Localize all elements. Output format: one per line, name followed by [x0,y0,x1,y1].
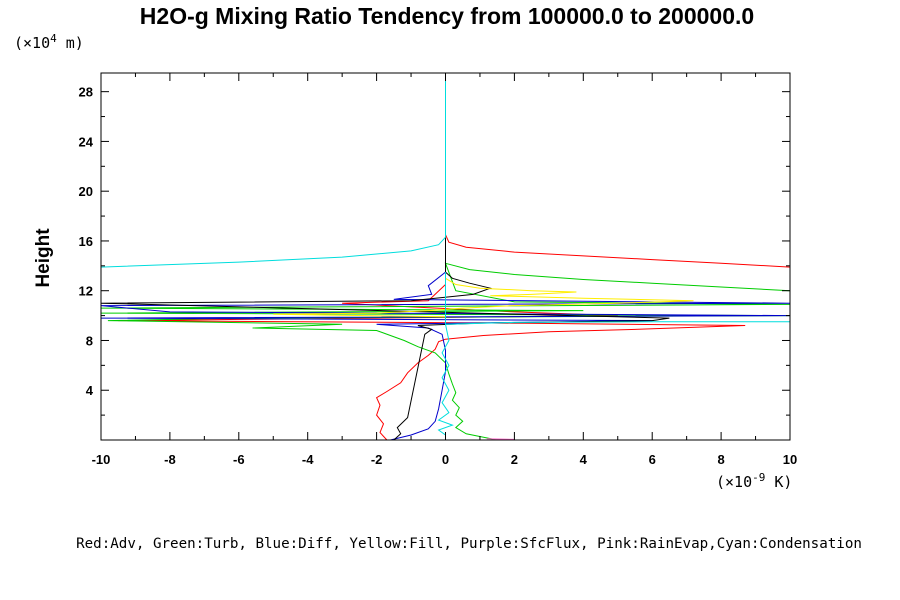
x-tick-label: 6 [649,452,656,467]
y-tick-label: 8 [86,333,93,348]
y-axis-unit: (×104 m) [14,32,84,52]
series-line-8 [445,272,790,325]
chart-title: H2O-g Mixing Ratio Tendency from 100000.… [140,3,754,29]
x-tick-label: 8 [717,452,724,467]
x-tick-label: -2 [371,452,383,467]
plot-frame [100,72,791,441]
y-axis-label: Height [33,228,54,288]
series-line-9 [437,324,454,440]
y-tick-label: 16 [79,234,93,249]
series-layer [100,73,791,441]
series-line-1 [118,234,791,441]
x-tick-label: -8 [164,452,176,467]
x-tick-label: 10 [783,452,797,467]
y-tick-label: 12 [79,284,93,299]
x-tick-label: 0 [442,452,449,467]
x-tick-label: 2 [511,452,518,467]
legend-caption: Red:Adv, Green:Turb, Blue:Diff, Yellow:F… [76,536,862,552]
series-line-5 [273,277,694,318]
y-tick-label: 24 [79,134,94,149]
x-tick-label: 4 [580,452,588,467]
x-tick-label: -10 [92,452,111,467]
y-tick-label: 28 [79,85,93,100]
series-line-4 [100,237,670,441]
y-tick-label: 4 [86,383,94,398]
x-axis-unit: (×10-9 K) [716,471,792,491]
x-tick-label: -4 [302,452,314,467]
series-line-7 [100,73,446,268]
series-line-2 [100,262,791,441]
y-tick-label: 20 [79,184,93,199]
x-tick-label: -6 [233,452,245,467]
